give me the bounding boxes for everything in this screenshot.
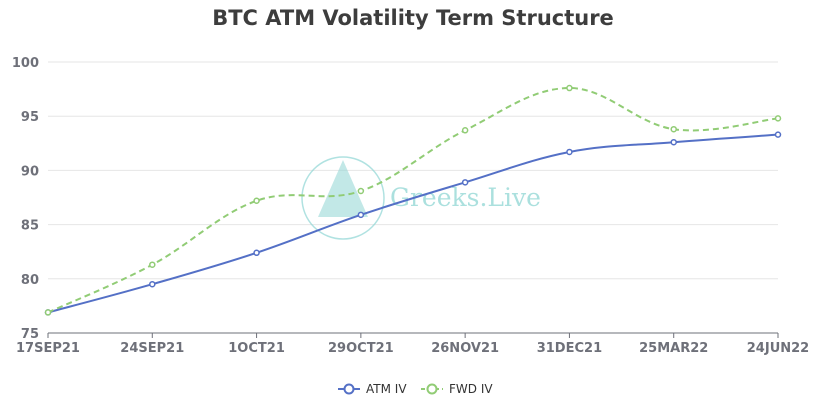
fwd-iv-point[interactable]: [253, 197, 260, 205]
atm-iv-point[interactable]: [357, 211, 365, 219]
watermark-triangle-icon: [318, 160, 368, 217]
x-tick-label: 25MAR22: [639, 341, 708, 356]
y-tick-label: 75: [21, 327, 39, 342]
y-tick-label: 80: [21, 273, 39, 288]
atm-iv-point[interactable]: [774, 131, 782, 138]
x-tick-label: 24JUN22: [747, 341, 809, 356]
x-tick-label: 26NOV21: [431, 341, 499, 356]
legend-marker-icon: [426, 383, 438, 395]
y-axis: 75 80 85 90 95 100: [12, 56, 39, 342]
y-tick-label: 90: [21, 164, 39, 179]
legend: ATM IV FWD IV: [338, 382, 493, 396]
x-tick-label: 17SEP21: [16, 341, 80, 356]
fwd-iv-point[interactable]: [670, 125, 677, 133]
fwd-iv-point[interactable]: [357, 187, 365, 195]
fwd-iv-point[interactable]: [461, 127, 469, 134]
legend-item-fwd-iv[interactable]: FWD IV: [421, 382, 493, 396]
atm-iv-point[interactable]: [461, 179, 469, 186]
legend-marker-icon: [343, 383, 355, 395]
fwd-iv-point[interactable]: [566, 84, 573, 92]
y-tick-label: 85: [21, 219, 39, 234]
atm-iv-point[interactable]: [566, 148, 573, 156]
legend-label: FWD IV: [449, 382, 493, 396]
watermark-logo-icon: [301, 156, 385, 240]
atm-iv-line: [47, 133, 779, 314]
x-tick-label: 1OCT21: [228, 341, 285, 356]
series-group: [44, 84, 782, 316]
fwd-iv-point[interactable]: [774, 115, 782, 122]
chart-title: BTC ATM Volatility Term Structure: [212, 6, 614, 30]
fwd-iv-point[interactable]: [44, 309, 52, 316]
atm-iv-point[interactable]: [149, 280, 156, 288]
legend-label: ATM IV: [366, 382, 407, 396]
x-tick-label: 31DEC21: [537, 341, 602, 356]
legend-item-atm-iv[interactable]: ATM IV: [338, 382, 407, 396]
x-tick-label: 29OCT21: [328, 341, 394, 356]
fwd-iv-line: [47, 87, 779, 314]
atm-iv-point[interactable]: [253, 249, 260, 257]
y-tick-label: 95: [21, 110, 39, 125]
y-tick-label: 100: [12, 56, 39, 71]
atm-iv-point[interactable]: [670, 138, 677, 146]
x-tick-label: 24SEP21: [120, 341, 184, 356]
fwd-iv-point[interactable]: [149, 261, 156, 268]
x-axis: 17SEP21 24SEP21 1OCT21 29OCT21 26NOV21 31DEC2…: [16, 332, 809, 356]
grid: [48, 61, 778, 280]
